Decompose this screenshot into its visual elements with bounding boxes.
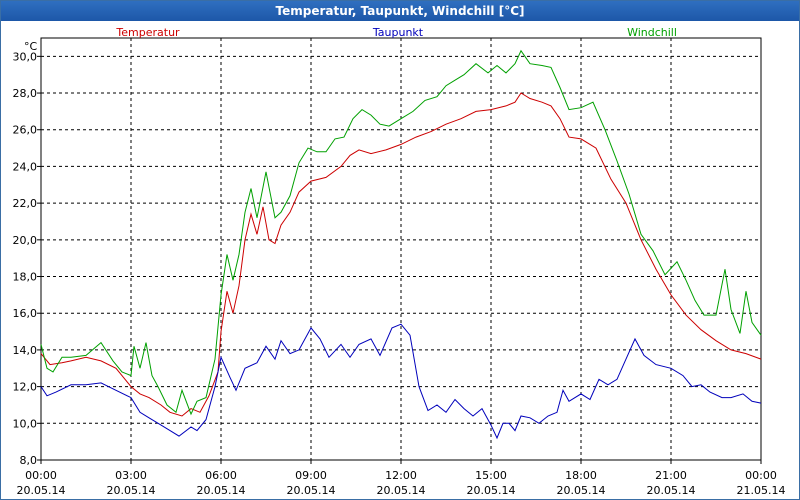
x-tick-time-label: 18:00: [565, 469, 597, 482]
y-axis: 8,0 10,0 12,0 14,0 16,0 18,0 20,0 22,0 24,0 26,0 2…: [13, 50, 41, 467]
y-tick-label: 26,0: [13, 124, 38, 137]
x-tick-date-label: 21.05.14: [737, 484, 786, 497]
x-tick-time-label: 03:00: [115, 469, 147, 482]
series-line-temperatur: [40, 92, 762, 417]
y-tick-label: 16,0: [13, 307, 38, 320]
series-line-taupunkt: [40, 323, 762, 440]
x-tick-date-label: 20.05.14: [557, 484, 606, 497]
y-tick-label: 20,0: [13, 234, 38, 247]
grid-lines: [41, 38, 761, 460]
y-tick-label: 28,0: [13, 87, 38, 100]
x-tick-date-label: 20.05.14: [287, 484, 336, 497]
y-tick-label: 12,0: [13, 381, 38, 394]
y-tick-label: 30,0: [13, 50, 38, 63]
x-tick-time-label: 06:00: [205, 469, 237, 482]
x-axis: 00:00 20.05.14 03:00 20.05.14 06:00 20.05.14 0…: [17, 460, 786, 497]
y-tick-label: 22,0: [13, 197, 38, 210]
y-tick-label: 24,0: [13, 160, 38, 173]
legend-label-temperatur: Temperatur: [115, 26, 180, 39]
y-tick-label: 10,0: [13, 417, 38, 430]
x-tick-time-label: 00:00: [25, 469, 57, 482]
x-tick-time-label: 00:00: [745, 469, 777, 482]
x-tick-date-label: 20.05.14: [467, 484, 516, 497]
y-axis-unit-label: °C: [24, 40, 38, 53]
x-tick-date-label: 20.05.14: [647, 484, 696, 497]
x-tick-time-label: 09:00: [295, 469, 327, 482]
x-tick-time-label: 21:00: [655, 469, 687, 482]
y-tick-label: 18,0: [13, 271, 38, 284]
window-title: Temperatur, Taupunkt, Windchill [°C]: [1, 1, 799, 21]
legend-label-taupunkt: Taupunkt: [372, 26, 424, 39]
y-tick-label: 14,0: [13, 344, 38, 357]
x-tick-date-label: 20.05.14: [197, 484, 246, 497]
x-tick-date-label: 20.05.14: [377, 484, 426, 497]
y-tick-label: 8,0: [20, 454, 38, 467]
legend: Temperatur Taupunkt Windchill: [115, 26, 677, 39]
x-tick-time-label: 15:00: [475, 469, 507, 482]
series-lines: [40, 49, 762, 440]
x-tick-date-label: 20.05.14: [107, 484, 156, 497]
x-tick-time-label: 12:00: [385, 469, 417, 482]
legend-label-windchill: Windchill: [627, 26, 677, 39]
series-line-windchill: [40, 49, 762, 416]
x-tick-date-label: 20.05.14: [17, 484, 66, 497]
